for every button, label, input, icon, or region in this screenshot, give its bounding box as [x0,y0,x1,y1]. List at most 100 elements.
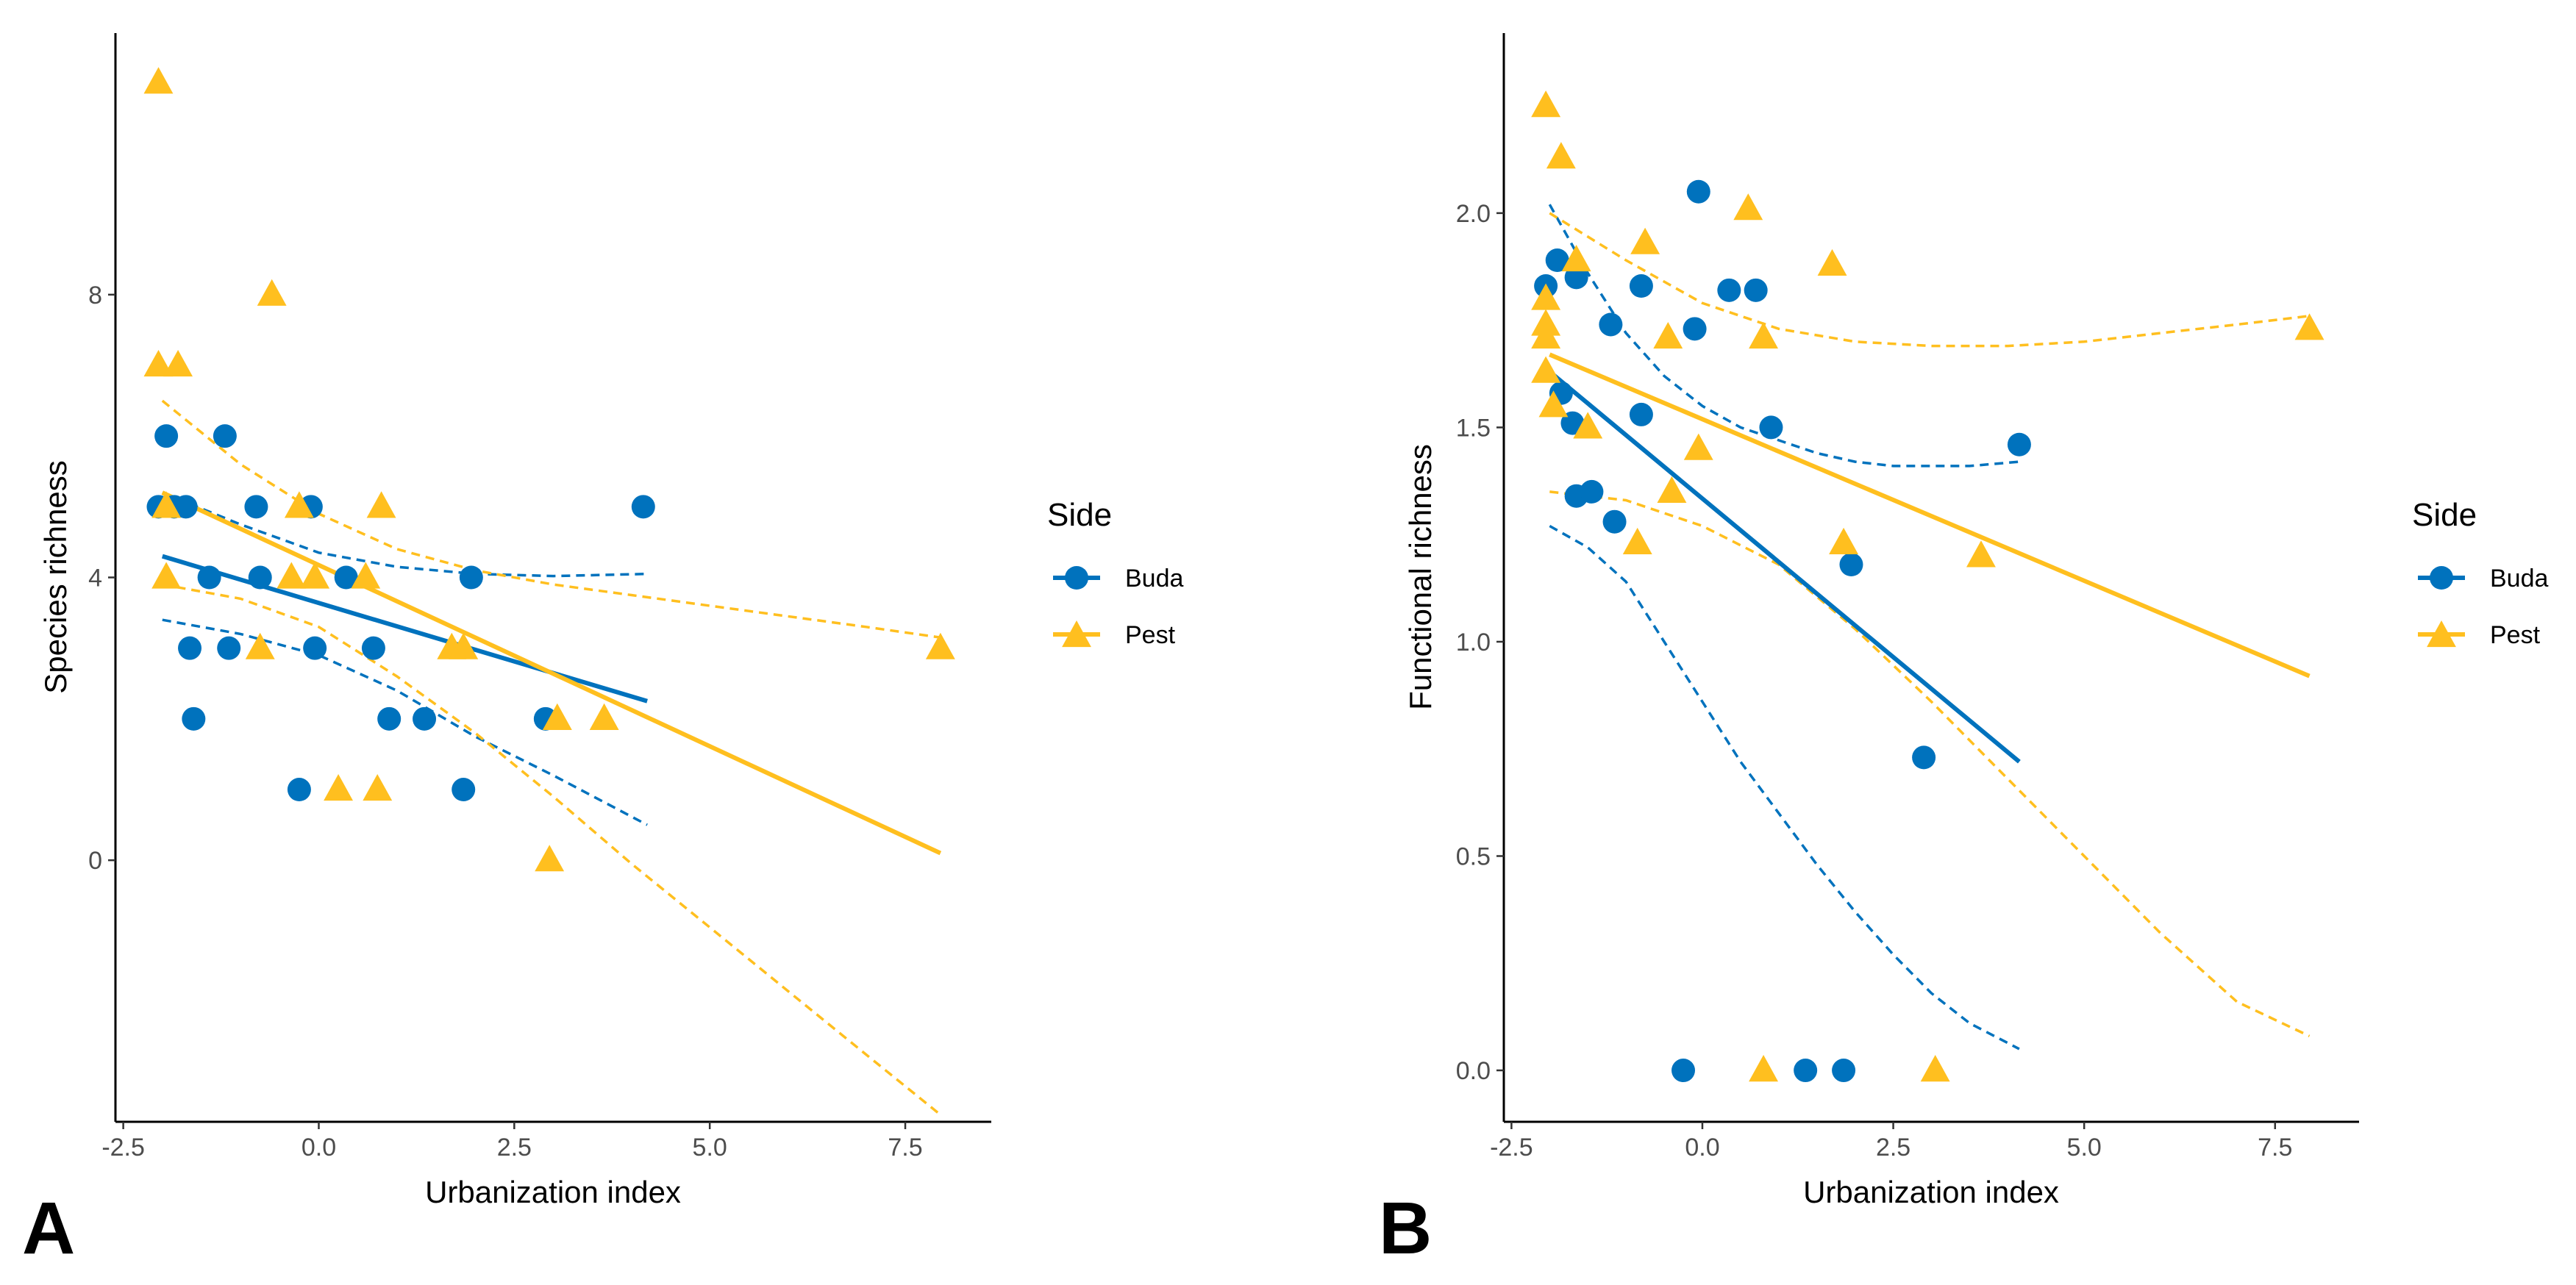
panel-b-pest-point [1531,356,1561,383]
panel-a-data-points [143,67,955,872]
panel-a-buda-point [197,565,221,590]
panel-b-x-tick-label: 0.0 [1685,1134,1719,1161]
panel-b-buda-point [1717,278,1741,302]
panel-b-pest-point [1657,476,1687,503]
panel-b-x-tick-label: 2.5 [1876,1134,1910,1161]
panel-b-x-axis-title: Urbanization index [1803,1175,2059,1209]
panel-a-buda-point [334,565,358,590]
panel-a-buda-point [244,495,268,519]
panel-b-y-tick-label: 2.0 [1456,200,1491,228]
panel-b-buda-point [1839,553,1863,577]
panel-a-axis-ticks: -2.5 0.0 2.5 5.0 7.5 0 4 8 [88,282,923,1161]
panel-a-confidence-bands [161,399,942,1116]
panel-a-legend: Side Buda Pest [1047,497,1183,649]
panel-b-pest-point [1749,322,1778,349]
panel-b-pest-point [1920,1055,1950,1082]
panel-a-buda-point [178,636,202,660]
panel-b-buda-point [1580,479,1604,504]
panel-b-buda-point [1629,274,1653,298]
panel-a-pest-point [276,562,307,589]
panel-b-pest-fit-line [1549,352,2311,679]
panel-b-y-tick-label: 1.5 [1456,414,1491,442]
panel-b-legend-pest-marker [2427,620,2456,648]
panel-a-pest-point [589,703,619,730]
panel-b-buda-point [1832,1059,1856,1083]
panel-b-buda-point [1686,179,1710,204]
panel-a-buda-point [182,706,206,731]
panel-a-buda-point [213,424,237,448]
panel-a-buda-point [413,706,437,731]
panel-b-pest-point [1733,193,1763,221]
panel-a-y-tick-label: 4 [88,565,102,593]
panel-b-pest-point [1817,248,1847,276]
panel-b-pest-point [1538,390,1569,418]
panel-a-legend-label-buda: Buda [1125,565,1183,593]
panel-a-pest-point [542,703,572,730]
panel-a-pest-point [351,562,381,589]
panel-a-y-tick-label: 8 [88,282,102,309]
panel-a-buda-point [217,636,241,660]
panel-a-regression-lines [161,490,942,856]
panel-b-pest-point [1531,283,1561,310]
panel-b-pest-point [1561,245,1591,272]
panel-a-pest-ci-lower [162,583,942,1116]
panel-b-x-tick-label: 7.5 [2258,1134,2292,1161]
panel-b-legend-label-buda: Buda [2490,565,2548,593]
panel-b-buda-point [1602,509,1627,534]
panel-b-buda-point [1545,248,1569,273]
panel-a-buda-ci-lower [162,618,648,826]
panel-b-pest-point [1546,142,1576,169]
panel-a-buda-ci-upper [162,491,648,578]
panel-b-buda-point [1683,317,1707,341]
panel-b-legend-key-buda [2418,566,2465,590]
panel-b-pest-point [1622,527,1652,554]
panel-a-legend-key-buda [1053,566,1100,590]
panel-b-pest-point [1630,227,1660,254]
panel-b-legend-title: Side [2412,497,2477,533]
panel-a-buda-point [303,636,327,660]
panel-b-pest-point [1531,90,1561,118]
panel-a-pest-point [925,632,955,659]
panel-b-pest-point [1531,322,1561,349]
panel-a-buda-point [377,706,402,731]
panel-a-pest-ci-upper [161,399,941,639]
panel-b-x-tick-label: 5.0 [2067,1134,2102,1161]
panel-b-y-axis-title: Functional richness [1403,444,1438,710]
panel-b-buda-point [1599,312,1623,337]
panel-b-axis-ticks: -2.5 0.0 2.5 5.0 7.5 0.0 0.5 1.0 1.5 2.0 [1456,200,2293,1161]
panel-a-pest-point [257,279,287,306]
panel-b-data-points [1531,90,2325,1083]
panel-b: -2.5 0.0 2.5 5.0 7.5 0.0 0.5 1.0 1.5 2.0 Urbaniza… [1379,33,2548,1270]
panel-a-x-tick-label: 7.5 [888,1134,922,1161]
panel-b-legend-key-pest [2418,620,2465,648]
panel-a-pest-point [143,67,174,94]
panel-b-buda-point [2007,432,2031,457]
panel-a-buda-point [452,778,476,802]
panel-b-pest-ci-upper [1549,212,2310,348]
panel-a-pest-point [151,491,182,518]
panel-a-pest-point [324,774,353,801]
panel-b-buda-point [1629,402,1653,426]
panel-b-pest-point [1683,433,1713,460]
panel-a-buda-point [287,778,311,802]
panel-a-pest-fit-line [161,490,942,856]
panel-a-x-axis-title: Urbanization index [425,1175,681,1209]
panel-b-buda-point [1671,1059,1696,1083]
panel-a-pest-point [151,562,182,589]
panel-b-legend-label-pest: Pest [2490,621,2541,649]
panel-b-buda-point [1744,278,1768,302]
panel-a-buda-point [248,565,272,590]
panel-a-x-tick-label: 5.0 [693,1134,727,1161]
panel-b-buda-ci-lower [1549,524,2020,1050]
panel-a-pest-point [363,774,393,801]
panel-a-buda-point [174,495,198,519]
panel-a-legend-buda-marker [1065,566,1088,590]
panel-a-x-tick-label: 0.0 [302,1134,336,1161]
panel-a-buda-point [631,495,655,519]
panel-b-buda-point [1759,415,1783,440]
panel-a-legend-label-pest: Pest [1125,621,1176,649]
panel-b-x-tick-label: -2.5 [1490,1134,1533,1161]
panel-b-pest-point [1573,412,1603,439]
panel-a-pest-point [449,632,479,659]
